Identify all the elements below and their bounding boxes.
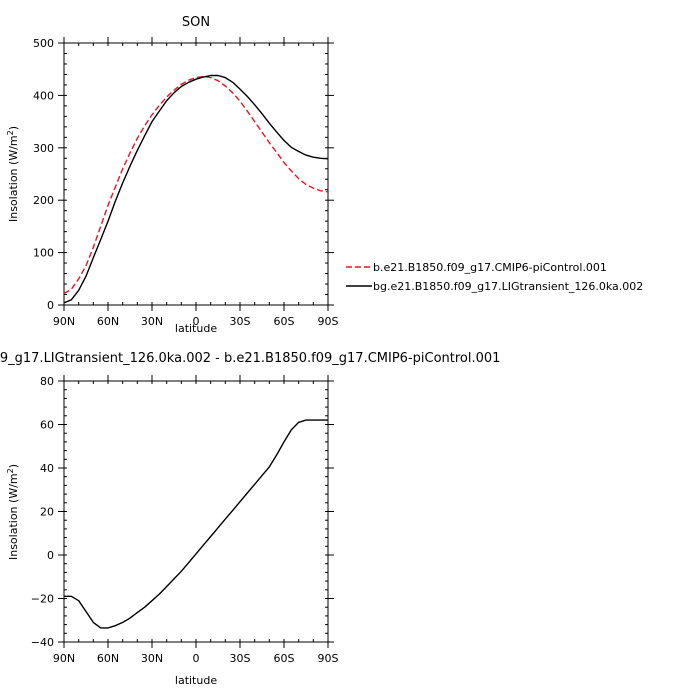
legend-label-series-0: b.e21.B1850.f09_g17.CMIP6-piControl.001 — [373, 261, 607, 274]
y-tick-label: 200 — [33, 194, 54, 207]
x-tick-label: 0 — [193, 652, 200, 665]
y-tick-label: −20 — [31, 593, 54, 606]
x-tick-label: 90N — [53, 652, 75, 665]
chart-title: SON — [182, 15, 210, 30]
y-tick-label: 80 — [40, 375, 54, 388]
y-tick-label: 400 — [33, 89, 54, 102]
x-tick-label: 90S — [318, 652, 339, 665]
y-axis-label: Insolation (W/m2) — [6, 126, 20, 222]
y-tick-label: 20 — [40, 506, 54, 519]
x-tick-label: 60N — [97, 652, 119, 665]
x-tick-label: 60N — [97, 315, 119, 328]
y-tick-label: 100 — [33, 247, 54, 260]
y-tick-label: 0 — [47, 299, 54, 312]
y-tick-label: 300 — [33, 142, 54, 155]
y-tick-label: −40 — [31, 636, 54, 649]
legend: b.e21.B1850.f09_g17.CMIP6-piControl.001 … — [346, 261, 643, 293]
x-tick-label: 0 — [193, 315, 200, 328]
legend-label-series-1: bg.e21.B1850.f09_g17.LIGtransient_126.0k… — [373, 280, 643, 293]
x-tick-label: 90S — [318, 315, 339, 328]
x-tick-label: 30N — [141, 315, 163, 328]
y-tick-label: 60 — [40, 419, 54, 432]
plot-frame — [63, 42, 329, 306]
x-tick-label: 60S — [274, 652, 295, 665]
series-line-0 — [63, 75, 329, 295]
y-tick-label: 0 — [47, 549, 54, 562]
x-tick-label: 30N — [141, 652, 163, 665]
x-tick-label: 30S — [230, 652, 251, 665]
x-tick-label: 90N — [53, 315, 75, 328]
x-axis-label: latitude — [175, 322, 217, 335]
chart-title: bg.e21.B1850.f09_g17.LIGtransient_126.0k… — [0, 351, 500, 366]
panel-top: SON latitude Insolation (W/m2) 90N 60N 30N… — [6, 15, 339, 335]
plot-frame — [63, 380, 329, 643]
y-tick-label: 500 — [33, 37, 54, 50]
x-axis-label: latitude — [175, 674, 217, 687]
y-tick-label: 40 — [40, 462, 54, 475]
series-line-1 — [63, 74, 329, 304]
series-line-0 — [64, 419, 328, 629]
panel-bottom: bg.e21.B1850.f09_g17.LIGtransient_126.0k… — [0, 351, 500, 687]
x-tick-label: 30S — [230, 315, 251, 328]
y-axis-label: Insolation (W/m2) — [6, 464, 20, 560]
x-tick-label: 60S — [274, 315, 295, 328]
